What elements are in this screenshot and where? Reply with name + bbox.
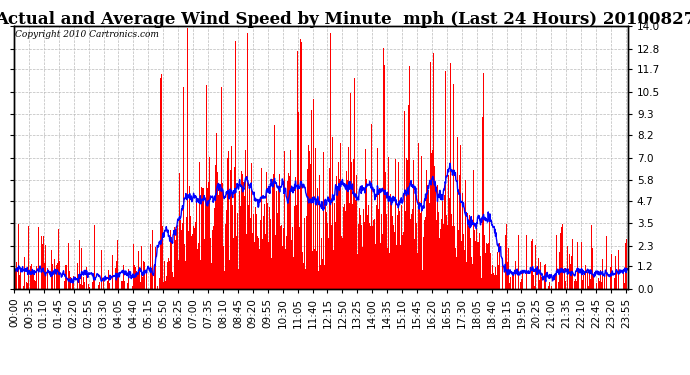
Text: Actual and Average Wind Speed by Minute  mph (Last 24 Hours) 20100827: Actual and Average Wind Speed by Minute … — [0, 11, 690, 28]
Text: Copyright 2010 Cartronics.com: Copyright 2010 Cartronics.com — [15, 30, 159, 39]
